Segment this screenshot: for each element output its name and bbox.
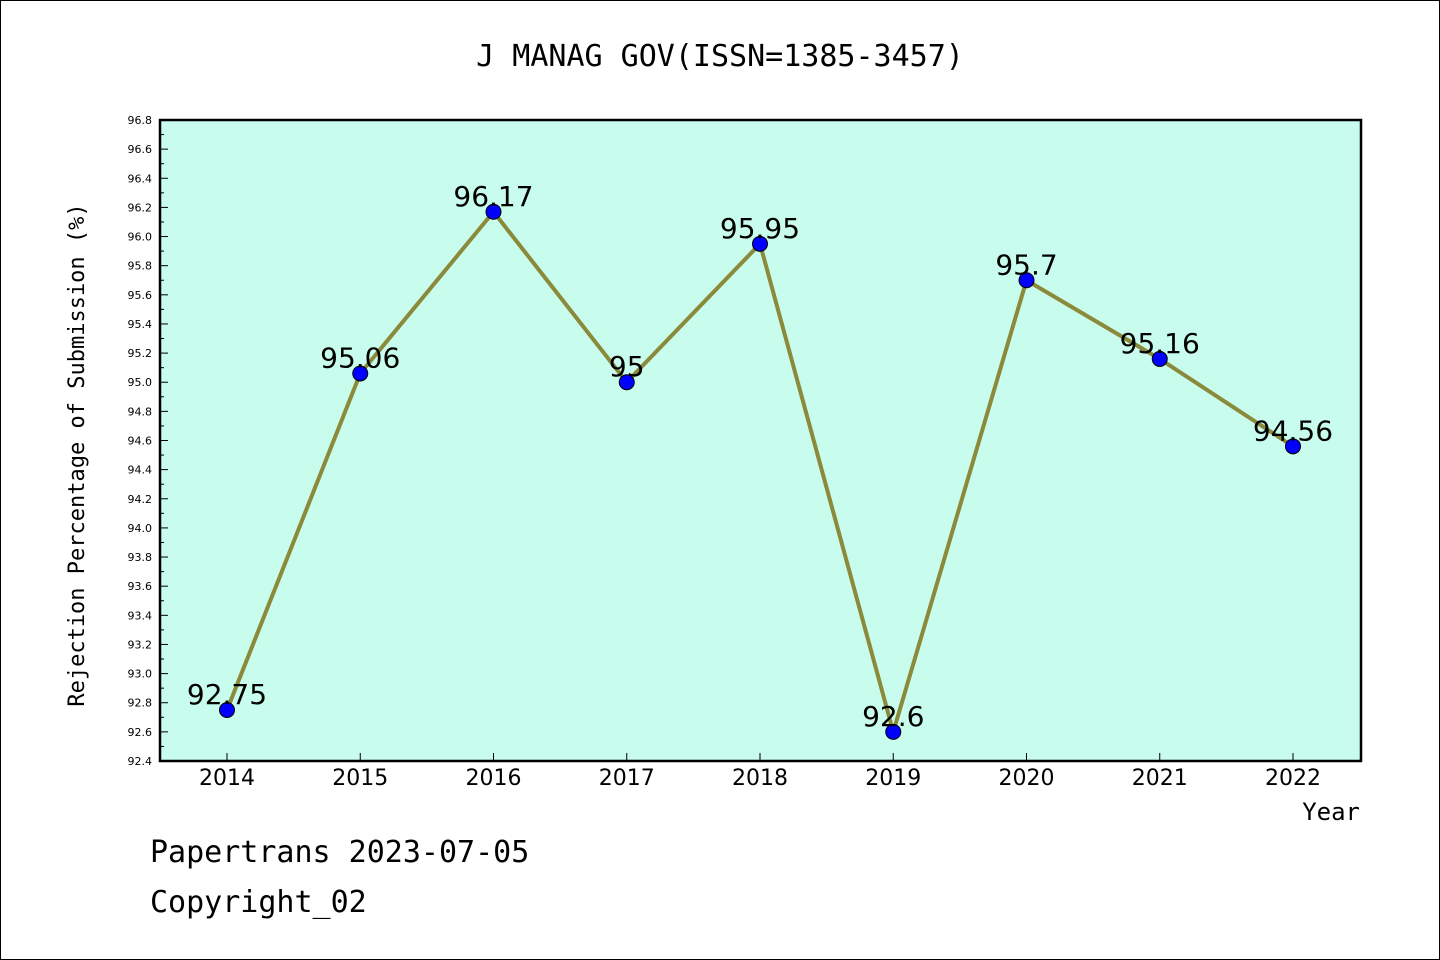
x-tick-label: 2018 (732, 766, 788, 791)
data-point-2021 (1151, 350, 1168, 367)
data-label-2018: 95.95 (720, 212, 800, 245)
data-point-2015 (352, 365, 369, 382)
y-tick-label: 93.2 (128, 638, 153, 651)
data-label-2016: 96.17 (453, 180, 533, 213)
x-tick-label: 2020 (999, 766, 1055, 791)
x-tick-label: 2017 (599, 766, 655, 791)
y-tick-label: 96.0 (128, 231, 153, 244)
data-point-2022 (1285, 438, 1301, 455)
y-tick-label: 93.8 (128, 551, 153, 564)
x-axis-label: Year (1302, 798, 1360, 826)
y-tick-label: 93.6 (128, 580, 153, 593)
data-point-2020 (1018, 272, 1035, 289)
y-axis-label: Rejection Percentage of Submission (%) (65, 203, 90, 706)
x-tick-label: 2019 (865, 766, 921, 791)
data-point-2014 (219, 702, 235, 719)
y-tick-label: 93.4 (128, 609, 153, 622)
y-tick-label: 95.4 (128, 318, 153, 331)
x-tick-label: 2016 (466, 766, 522, 791)
data-label-2022: 94.56 (1253, 414, 1333, 447)
y-tick-label: 96.4 (128, 172, 153, 185)
data-label-2019: 92.6 (862, 700, 924, 733)
x-tick-label: 2014 (199, 766, 255, 791)
y-tick-label: 94.2 (128, 493, 153, 506)
y-tick-label: 92.6 (128, 726, 153, 739)
x-tick-label: 2015 (332, 766, 388, 791)
data-point-2018 (752, 235, 768, 252)
y-tick-label: 94.8 (128, 405, 153, 418)
data-label-2014: 92.75 (187, 678, 267, 711)
y-tick-label: 96.6 (128, 143, 153, 156)
y-tick-label: 96.2 (128, 201, 153, 214)
y-tick-label: 94.6 (128, 435, 153, 448)
data-point-2019 (885, 723, 902, 740)
footer-date: Papertrans 2023-07-05 (150, 835, 530, 870)
data-point-2016 (485, 203, 502, 220)
y-tick-label: 95.2 (128, 347, 153, 360)
y-tick-label: 92.4 (128, 755, 153, 768)
y-tick-label: 93.0 (128, 668, 153, 681)
y-tick-label: 94.0 (128, 522, 153, 535)
chart-title: J MANAG GOV(ISSN=1385-3457) (476, 39, 964, 74)
data-label-2015: 95.06 (320, 341, 400, 374)
y-tick-label: 94.4 (128, 464, 153, 477)
y-tick-label: 96.8 (128, 114, 153, 127)
data-label-2021: 95.16 (1120, 327, 1200, 360)
footer-copyright: Copyright_02 (150, 885, 367, 920)
y-tick-label: 95.0 (128, 376, 153, 389)
y-tick-label: 95.6 (128, 289, 153, 302)
data-point-2017 (618, 374, 635, 391)
y-tick-label: 95.8 (128, 260, 153, 273)
x-tick-label: 2021 (1132, 766, 1188, 791)
x-tick-label: 2022 (1265, 766, 1321, 791)
data-label-2017: 95 (609, 350, 645, 383)
plot-area (158, 118, 1363, 763)
y-tick-label: 92.8 (128, 697, 153, 710)
data-label-2020: 95.7 (995, 248, 1057, 281)
